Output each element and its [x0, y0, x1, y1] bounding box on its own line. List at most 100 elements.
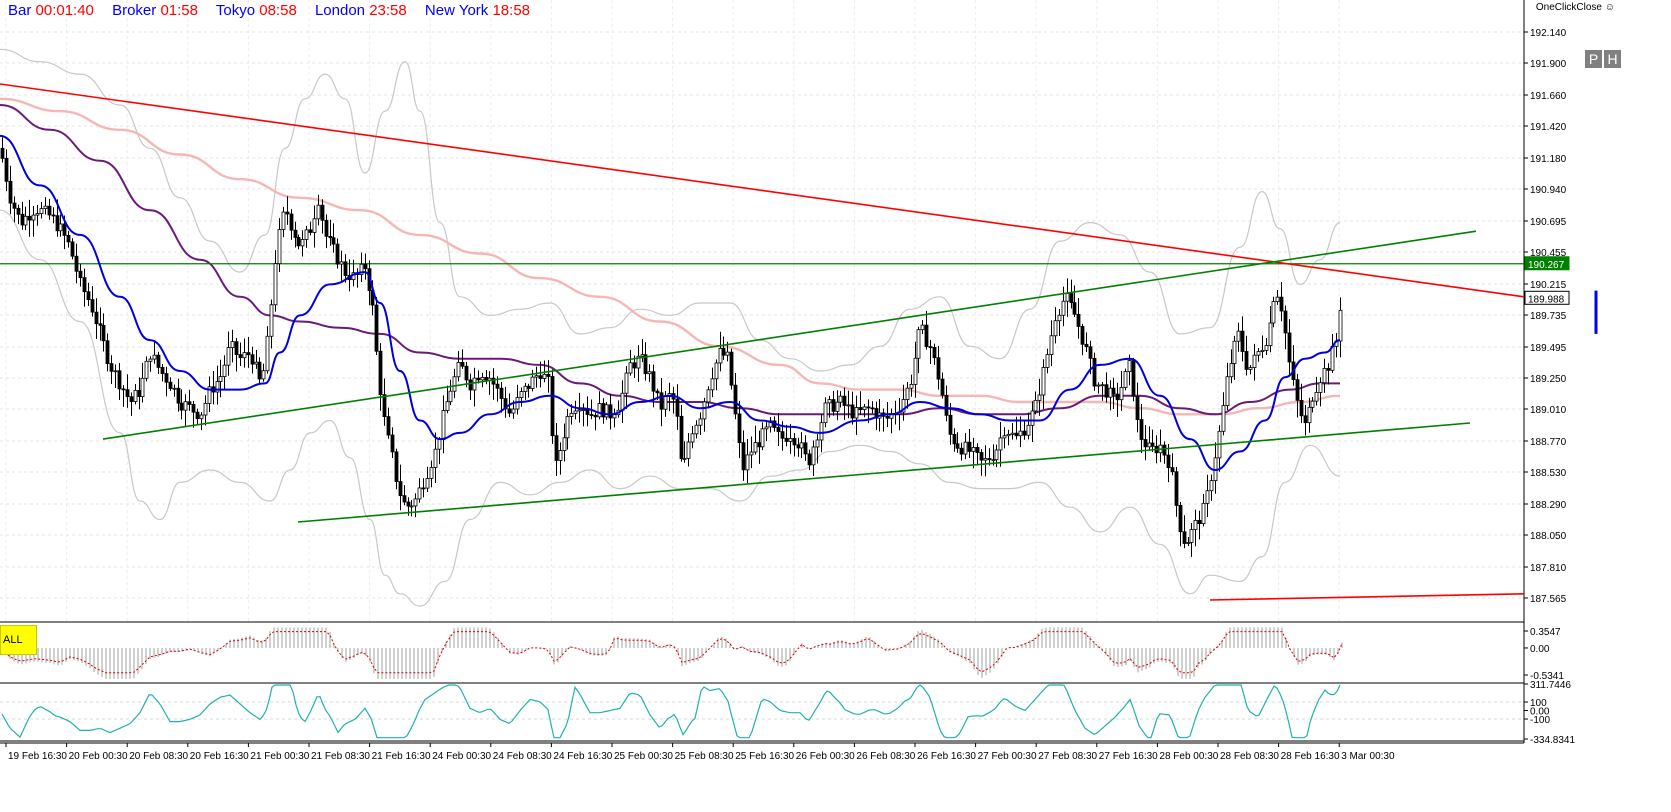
time-tick-label: 27 Feb 00:30	[978, 751, 1037, 762]
candle-body	[909, 383, 914, 389]
candle-body	[480, 376, 485, 381]
main-y-tick-label: 190.940	[1530, 185, 1567, 196]
candle-body	[331, 237, 336, 245]
candle-body	[1295, 379, 1300, 401]
candle-body	[406, 501, 411, 507]
candle-body	[1057, 314, 1062, 322]
candle-body	[35, 213, 40, 216]
candle-body	[113, 370, 118, 373]
oneclickclose-button[interactable]: OneClickClose ☺	[1536, 2, 1615, 13]
candle-body	[944, 394, 949, 416]
main-y-tick-label: 188.290	[1530, 500, 1567, 511]
candle-body	[643, 354, 648, 375]
candle-body	[807, 453, 812, 466]
time-tick-label: 26 Feb 00:30	[796, 751, 855, 762]
candle-body	[1170, 467, 1175, 473]
candle-body	[176, 387, 181, 404]
candle-body	[1162, 444, 1167, 456]
candle-body	[1330, 345, 1335, 371]
candle-body	[1338, 309, 1343, 342]
candle-body	[1232, 340, 1237, 364]
candle-body	[1147, 442, 1152, 448]
oscillator-1: 0.3547 0.00 -0.5341	[0, 627, 1564, 684]
candle-body	[207, 386, 212, 404]
main-y-tick-label: 191.420	[1530, 122, 1567, 133]
candle-body	[82, 277, 87, 293]
candle-body	[507, 408, 512, 414]
candle-body	[74, 255, 79, 272]
candle-body	[519, 391, 524, 398]
candle-body	[593, 414, 598, 418]
candle-body	[659, 392, 664, 410]
time-tick-label: 25 Feb 08:30	[675, 751, 734, 762]
candle-body	[554, 435, 559, 461]
time-tick-label: 21 Feb 08:30	[311, 751, 370, 762]
candles	[0, 137, 1343, 557]
price-tag	[1524, 256, 1570, 271]
all-button[interactable]: ALL	[0, 625, 37, 655]
time-tick-label: 26 Feb 16:30	[917, 751, 976, 762]
candle-body	[1018, 430, 1023, 437]
candle-body	[1072, 302, 1077, 315]
main-grid	[0, 0, 1528, 743]
candle-body	[913, 357, 918, 385]
candle-body	[1037, 394, 1042, 401]
series-channel-lower	[297, 422, 1471, 523]
candle-body	[27, 215, 32, 221]
candle-body	[51, 214, 56, 217]
osc2-line	[1, 684, 1341, 739]
candle-body	[12, 202, 17, 209]
candle-body	[546, 374, 551, 377]
candle-body	[133, 390, 138, 402]
tokyo-value: 08:58	[259, 2, 297, 19]
candle-body	[226, 347, 231, 366]
candle-body	[721, 348, 726, 356]
candle-body	[1264, 345, 1269, 351]
candle-body	[620, 392, 625, 411]
candle-body	[1084, 343, 1089, 348]
ph-buttons: P H	[1585, 50, 1623, 70]
candle-body	[905, 387, 910, 400]
candle-body	[799, 442, 804, 449]
candle-body	[254, 361, 259, 365]
candle-body	[987, 458, 992, 461]
candle-body	[1108, 387, 1113, 398]
candle-body	[1010, 432, 1015, 435]
candle-body	[417, 487, 422, 500]
candle-body	[129, 396, 134, 402]
p-button[interactable]: P	[1585, 50, 1602, 68]
candle-body	[1139, 419, 1144, 440]
series-channel-upper	[102, 230, 1477, 440]
candle-body	[1240, 330, 1245, 352]
candle-body	[1045, 354, 1050, 368]
osc1-tick-label: 0.00	[1530, 644, 1550, 655]
h-button[interactable]: H	[1604, 50, 1621, 68]
candle-body	[803, 442, 808, 455]
candle-body	[484, 376, 489, 381]
candle-body	[460, 361, 465, 367]
candle-body	[1076, 313, 1081, 327]
candle-body	[796, 444, 801, 449]
candle-body	[1236, 330, 1241, 342]
candle-body	[421, 487, 426, 490]
main-y-tick-label: 189.495	[1530, 343, 1567, 354]
candle-body	[760, 428, 765, 448]
time-axis: 19 Feb 16:30 20 Feb 00:30 20 Feb 08:30 20 F…	[0, 742, 1524, 762]
candle-body	[121, 388, 126, 391]
candle-body	[172, 387, 177, 390]
candle-body	[437, 439, 442, 450]
main-y-tick-label: 188.530	[1530, 468, 1567, 479]
candle-body	[425, 477, 430, 489]
candle-body	[86, 291, 91, 301]
candle-body	[238, 354, 243, 359]
candle-body	[1201, 502, 1206, 524]
candle-body	[491, 377, 496, 385]
time-tick-label: 3 Mar 00:30	[1341, 751, 1395, 762]
candle-body	[273, 263, 278, 306]
candle-body	[792, 438, 797, 446]
candle-body	[281, 211, 286, 230]
candle-body	[776, 427, 781, 433]
candle-body	[1069, 293, 1074, 304]
candle-body	[160, 367, 165, 374]
